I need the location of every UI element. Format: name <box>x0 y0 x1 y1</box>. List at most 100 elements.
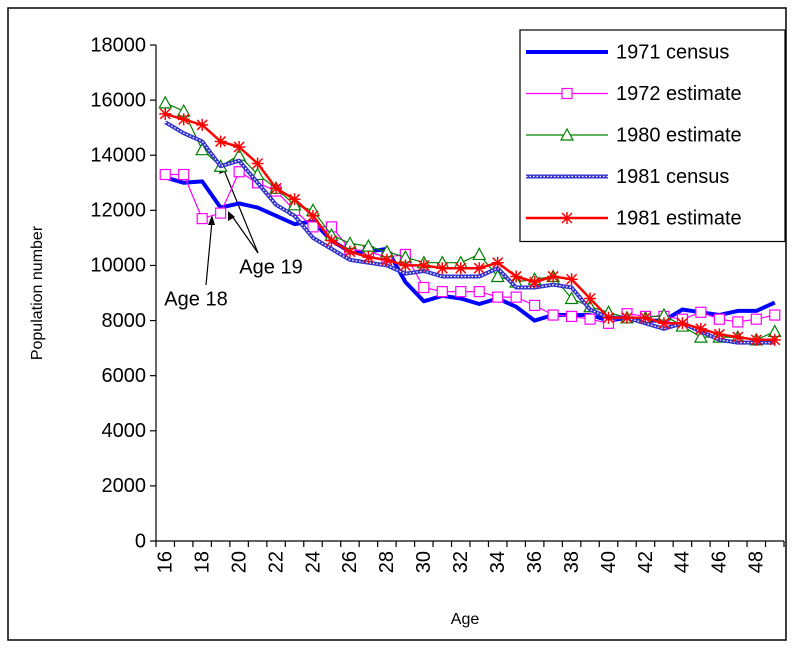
marker <box>768 333 781 346</box>
x-axis-title: Age <box>451 611 480 628</box>
x-tick-label: 40 <box>598 551 620 573</box>
marker <box>547 309 559 321</box>
marker <box>713 328 726 341</box>
series-line <box>164 112 775 342</box>
marker <box>215 207 227 219</box>
annotation-arrow <box>231 215 259 254</box>
annotation: Age 18 <box>164 288 227 310</box>
marker <box>436 262 449 275</box>
series-line <box>164 102 776 341</box>
marker <box>251 157 264 170</box>
marker <box>418 281 430 294</box>
marker <box>639 311 652 324</box>
x-tick-label: 32 <box>450 551 472 573</box>
marker <box>472 247 487 261</box>
marker <box>214 135 227 148</box>
x-tick-label: 20 <box>228 551 250 573</box>
marker <box>436 286 448 298</box>
marker <box>676 317 689 330</box>
x-tick-label: 30 <box>413 551 435 573</box>
series <box>164 175 776 323</box>
marker <box>694 322 707 335</box>
y-tick-label: 18000 <box>90 34 146 56</box>
marker <box>510 291 522 303</box>
marker <box>528 275 541 288</box>
y-tick-label: 4000 <box>102 420 147 442</box>
x-tick-label: 44 <box>672 551 694 573</box>
marker <box>510 270 523 283</box>
marker <box>307 221 319 233</box>
marker <box>584 313 596 325</box>
y-tick-label: 0 <box>135 530 146 552</box>
y-tick-label: 6000 <box>102 365 147 387</box>
marker <box>750 313 762 325</box>
marker <box>178 168 190 181</box>
x-tick-label: 42 <box>635 551 657 573</box>
marker <box>233 166 245 178</box>
marker <box>491 256 504 269</box>
annotation-arrow <box>223 169 259 254</box>
marker <box>288 193 301 206</box>
legend-label: 1971 census <box>616 41 729 63</box>
marker <box>695 306 707 318</box>
x-tick-label: 38 <box>561 551 583 573</box>
y-tick-label: 8000 <box>102 310 147 332</box>
arrowhead <box>228 211 235 221</box>
marker <box>343 245 356 258</box>
y-tick-label: 16000 <box>90 89 146 111</box>
marker <box>177 113 190 126</box>
marker <box>713 313 725 325</box>
marker <box>693 329 708 343</box>
x-tick-label: 24 <box>302 551 324 573</box>
y-axis-title: Population number <box>29 225 46 360</box>
marker <box>657 317 670 330</box>
marker <box>362 251 375 264</box>
legend-label: 1981 census <box>616 166 729 188</box>
y-tick-label: 14000 <box>90 145 146 167</box>
legend-marker <box>559 127 575 141</box>
x-tick-label: 18 <box>191 551 213 573</box>
x-tick-label: 36 <box>524 551 546 573</box>
marker <box>547 270 560 283</box>
marker <box>455 286 467 298</box>
series <box>159 107 781 346</box>
legend-marker <box>561 212 573 224</box>
marker <box>473 286 485 298</box>
marker <box>490 269 505 283</box>
annotations: Age 18 Age 19 0 2000 4000 6000 8000 10000 1200… <box>90 34 785 573</box>
marker <box>565 273 578 286</box>
arrowhead <box>208 215 215 225</box>
x-tick-label: 46 <box>709 551 731 573</box>
legend-label: 1980 estimate <box>616 124 742 146</box>
series-line <box>165 171 775 324</box>
marker <box>361 238 376 252</box>
marker <box>233 140 246 153</box>
marker <box>529 299 541 311</box>
y-tick-label: 2000 <box>102 475 147 497</box>
marker <box>492 291 504 303</box>
marker <box>195 142 210 156</box>
legend: 1971 census 1972 estimate 1980 estimate 198… <box>519 29 786 243</box>
marker <box>158 95 173 109</box>
annotation-bg <box>166 287 224 311</box>
x-tick-label: 16 <box>155 551 177 573</box>
marker <box>621 311 633 324</box>
marker <box>196 118 209 131</box>
marker <box>584 292 597 305</box>
marker <box>602 311 615 324</box>
legend-marker <box>561 87 573 100</box>
marker <box>159 168 171 181</box>
series-line <box>164 120 775 345</box>
marker <box>750 333 763 346</box>
x-tick-label: 28 <box>376 551 398 573</box>
marker <box>270 182 283 195</box>
marker <box>417 259 430 272</box>
legend-label: 1972 estimate <box>616 83 742 105</box>
marker <box>380 253 393 266</box>
legend-label: 1981 estimate <box>616 207 742 229</box>
marker <box>399 259 412 272</box>
y-tick-label: 10000 <box>90 255 146 277</box>
marker <box>196 213 208 225</box>
annotation-arrow <box>205 220 213 286</box>
